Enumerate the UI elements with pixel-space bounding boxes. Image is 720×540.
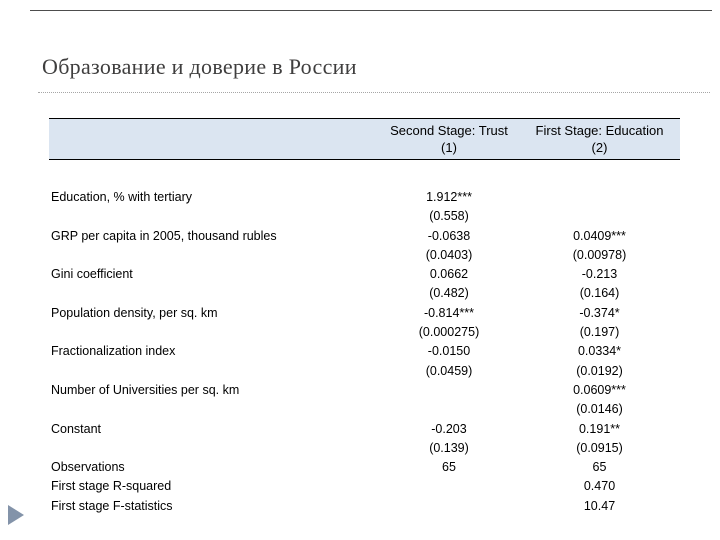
row-label-spacer: [49, 207, 379, 226]
coef-row: Education, % with tertiary 1.912***: [49, 188, 680, 207]
table-row-group: Education, % with tertiary 1.912*** (0.5…: [49, 188, 680, 227]
column-header-2: First Stage: Education (2): [519, 122, 680, 156]
row-label: Population density, per sq. km: [51, 305, 218, 320]
coef-row: Population density, per sq. km -0.814***…: [49, 304, 680, 323]
stat-row: Observations 65 65: [49, 458, 680, 477]
row-label-spacer: [49, 362, 379, 381]
row-label-spacer: [49, 400, 379, 419]
table-row-group: Gini coefficient 0.0662 -0.213 (0.482) (…: [49, 265, 680, 304]
se-row: (0.0146): [49, 400, 680, 419]
stat-label: First stage R-squared: [51, 479, 172, 494]
coef-value-col1: -0.0150: [427, 344, 471, 359]
table-header: Second Stage: Trust (1) First Stage: Edu…: [49, 118, 680, 160]
se-value-col2: [519, 207, 680, 226]
stat-value-col2: 10.47: [583, 498, 616, 513]
se-value-col2: (0.164): [579, 286, 620, 301]
coef-value-col2: 0.191**: [578, 421, 620, 436]
coef-value-col2: [519, 188, 680, 207]
se-row: (0.0459) (0.0192): [49, 362, 680, 381]
row-label: Number of Universities per sq. km: [51, 382, 240, 397]
stat-value-col2: 65: [592, 460, 607, 475]
se-row: (0.482) (0.164): [49, 284, 680, 303]
row-label-spacer: [49, 246, 379, 265]
se-value-col1: (0.558): [429, 209, 469, 224]
se-value-col1: (0.000275): [418, 325, 480, 340]
column-header-number: (2): [591, 140, 608, 155]
header-label-spacer: [49, 122, 379, 156]
stat-value-col2: 0.470: [583, 479, 616, 494]
stat-row: First stage F-statistics 10.47: [49, 497, 680, 516]
coef-value-col1: 1.912***: [426, 190, 472, 204]
column-header-title: First Stage: Education: [535, 123, 664, 138]
table-body: Education, % with tertiary 1.912*** (0.5…: [49, 160, 680, 516]
stat-row: First stage R-squared 0.470: [49, 477, 680, 496]
coef-value-col1: -0.203: [431, 421, 467, 436]
table-row-group: Number of Universities per sq. km 0.0609…: [49, 381, 680, 420]
stat-value-col1: [379, 497, 519, 516]
se-value-col2: (0.0146): [576, 402, 623, 417]
coef-row: Gini coefficient 0.0662 -0.213: [49, 265, 680, 284]
se-value-col2: (0.0192): [576, 363, 623, 378]
row-label-spacer: [49, 284, 379, 303]
coef-value-col1: [379, 381, 519, 400]
title-underline-dotted: [38, 92, 710, 93]
row-label: Fractionalization index: [51, 344, 176, 359]
coef-row: Constant -0.203 0.191**: [49, 420, 680, 439]
coef-value-col1: -0.0638: [427, 228, 471, 243]
stat-label: First stage F-statistics: [51, 498, 173, 513]
stat-value-col1: 65: [442, 460, 456, 475]
regression-table: Second Stage: Trust (1) First Stage: Edu…: [49, 118, 680, 516]
row-label-spacer: [49, 323, 379, 342]
se-row: (0.139) (0.0915): [49, 439, 680, 458]
table-row-group: GRP per capita in 2005, thousand rubles …: [49, 227, 680, 266]
column-header-1: Second Stage: Trust (1): [379, 122, 519, 156]
se-value-col1: (0.0459): [425, 363, 473, 378]
table-row-group: Fractionalization index -0.0150 0.0334* …: [49, 342, 680, 381]
table-row-group: Population density, per sq. km -0.814***…: [49, 304, 680, 343]
top-rule-divider: [30, 10, 712, 11]
coef-value-col1: -0.814***: [423, 305, 475, 320]
column-header-title: Second Stage: Trust: [390, 123, 508, 138]
se-value-col2: (0.00978): [572, 247, 627, 262]
se-row: (0.558): [49, 207, 680, 226]
coef-value-col2: -0.213: [581, 267, 618, 282]
slide-title: Образование и доверие в России: [42, 54, 357, 79]
row-label: Education, % with tertiary: [51, 190, 193, 204]
se-value-col1: (0.482): [429, 286, 469, 301]
se-value-col1: (0.139): [429, 440, 469, 455]
slide-footer-arrow-icon: [8, 505, 24, 525]
row-label: Constant: [51, 421, 102, 436]
se-value-col1: [379, 400, 519, 419]
row-label: Gini coefficient: [51, 267, 133, 282]
row-label-spacer: [49, 439, 379, 458]
coef-value-col1: 0.0662: [429, 267, 469, 282]
column-header-number: (1): [441, 140, 457, 155]
se-row: (0.000275) (0.197): [49, 323, 680, 342]
stat-value-col1: [379, 477, 519, 496]
coef-value-col2: -0.374*: [579, 305, 620, 320]
se-value-col2: (0.197): [579, 325, 620, 340]
coef-row: Fractionalization index -0.0150 0.0334*: [49, 342, 680, 361]
coef-value-col2: 0.0409***: [573, 228, 626, 243]
stat-label: Observations: [51, 460, 125, 475]
se-value-col1: (0.0403): [425, 247, 473, 262]
coef-row: GRP per capita in 2005, thousand rubles …: [49, 227, 680, 246]
table-row-group: Constant -0.203 0.191** (0.139) (0.0915): [49, 420, 680, 459]
coef-value-col2: 0.0609***: [573, 382, 626, 397]
coef-value-col2: 0.0334*: [577, 344, 622, 359]
se-row: (0.0403) (0.00978): [49, 246, 680, 265]
se-value-col2: (0.0915): [576, 440, 623, 455]
row-label: GRP per capita in 2005, thousand rubles: [51, 228, 277, 243]
coef-row: Number of Universities per sq. km 0.0609…: [49, 381, 680, 400]
